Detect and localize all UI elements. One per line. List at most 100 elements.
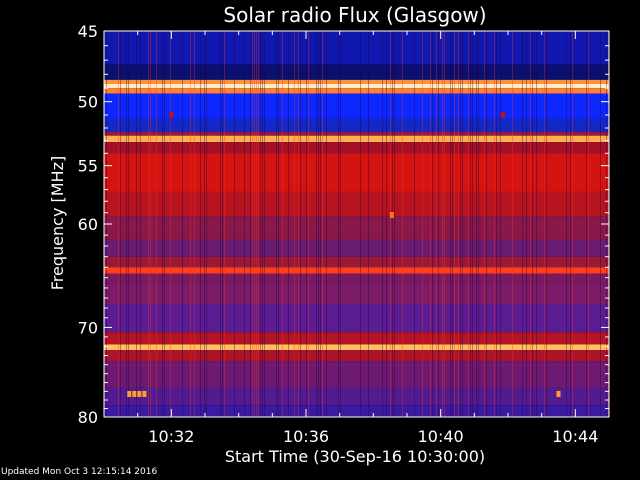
updated-timestamp: Updated Mon Oct 3 12:15:14 2016 (1, 467, 158, 477)
noise-column (460, 31, 461, 417)
hot-spot (132, 390, 137, 397)
x-axis-label: Start Time (30-Sep-16 10:30:00) (225, 447, 485, 466)
y-axis-label: Frequency [MHz] (48, 156, 67, 290)
noise-column (194, 31, 195, 417)
noise-column (394, 31, 395, 417)
noise-column (264, 31, 265, 417)
noise-column (318, 31, 319, 417)
noise-column (390, 31, 391, 417)
noise-column (234, 31, 235, 417)
noise-column (430, 31, 431, 417)
noise-column (422, 31, 423, 417)
noise-column (128, 31, 129, 417)
noise-column (150, 31, 151, 417)
noise-column (530, 31, 531, 417)
noise-column (338, 31, 339, 417)
y-tick-label: 55 (78, 157, 98, 176)
frequency-band (104, 79, 609, 85)
frequency-band (104, 350, 609, 362)
noise-column (252, 31, 253, 417)
noise-column (300, 31, 301, 417)
noise-column (458, 31, 459, 417)
noise-column (414, 31, 415, 417)
noise-column (326, 31, 327, 417)
frequency-band (104, 135, 609, 143)
noise-column (262, 31, 263, 417)
chart-title: Solar radio Flux (Glasgow) (223, 3, 486, 27)
noise-column (526, 31, 527, 417)
frequency-band (104, 344, 609, 351)
noise-column (156, 31, 157, 417)
noise-column (432, 31, 433, 417)
frequency-band (104, 405, 609, 417)
noise-column (402, 31, 403, 417)
frequency-band (104, 31, 609, 65)
frequency-band (104, 267, 609, 274)
noise-column (500, 31, 501, 417)
frequency-band (104, 273, 609, 284)
noise-column (470, 31, 471, 417)
noise-column (600, 31, 601, 417)
noise-column (316, 31, 317, 417)
noise-column (118, 31, 119, 417)
noise-column (148, 31, 149, 417)
noise-column (204, 31, 205, 417)
noise-column (438, 31, 439, 417)
y-tick-label: 60 (78, 215, 98, 234)
noise-column (586, 31, 587, 417)
noise-column (478, 31, 479, 417)
noise-column (450, 31, 451, 417)
noise-column (486, 31, 487, 417)
x-tick-label: 10:44 (552, 427, 598, 446)
noise-texture (106, 31, 609, 417)
noise-column (322, 31, 323, 417)
noise-column (462, 31, 463, 417)
noise-column (572, 31, 573, 417)
noise-column (546, 31, 547, 417)
hot-spot (137, 390, 142, 397)
frequency-band (104, 387, 609, 406)
noise-column (200, 31, 201, 417)
hot-spot (556, 390, 561, 397)
noise-column (224, 31, 225, 417)
noise-column (512, 31, 513, 417)
noise-column (220, 31, 221, 417)
noise-column (140, 31, 141, 417)
x-tick-label: 10:40 (418, 427, 464, 446)
noise-column (494, 31, 495, 417)
noise-column (162, 31, 163, 417)
frequency-band (104, 64, 609, 80)
frequency-band (104, 332, 609, 345)
hot-spot (127, 390, 132, 397)
noise-column (190, 31, 191, 417)
noise-column (164, 31, 165, 417)
noise-column (254, 31, 255, 417)
spectrogram-plot-area (104, 31, 609, 417)
y-tick-label: 70 (78, 318, 98, 337)
noise-column (496, 31, 497, 417)
frequency-band (104, 239, 609, 257)
y-tick-label: 45 (78, 22, 98, 41)
noise-column (306, 31, 307, 417)
noise-column (566, 31, 567, 417)
noise-column (532, 31, 533, 417)
frequency-band (104, 153, 609, 192)
noise-column (382, 31, 383, 417)
noise-column (368, 31, 369, 417)
frequency-band (104, 283, 609, 305)
noise-column (468, 31, 469, 417)
noise-column (472, 31, 473, 417)
noise-column (320, 31, 321, 417)
x-tick-label: 10:36 (283, 427, 329, 446)
noise-column (244, 31, 245, 417)
noise-column (120, 31, 121, 417)
noise-column (294, 31, 295, 417)
noise-column (282, 31, 283, 417)
noise-column (436, 31, 437, 417)
noise-column (276, 31, 277, 417)
noise-column (454, 31, 455, 417)
noise-column (360, 31, 361, 417)
noise-column (278, 31, 279, 417)
noise-column (308, 31, 309, 417)
noise-column (288, 31, 289, 417)
